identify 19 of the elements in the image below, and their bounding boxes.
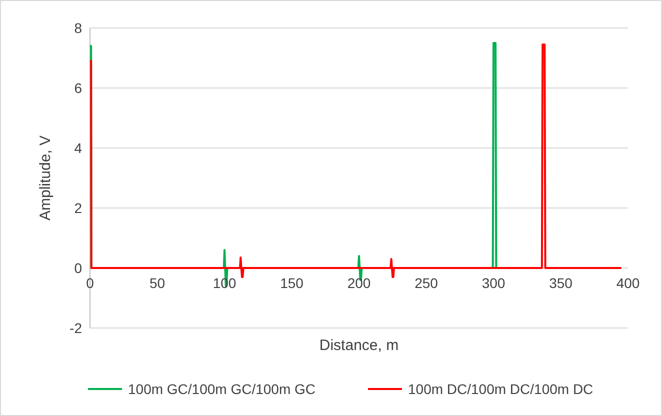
y-tick-label: -2: [70, 320, 82, 336]
y-tick-label: 0: [74, 260, 82, 276]
x-axis-title: Distance, m: [319, 337, 399, 354]
y-axis-title: Amplitude, V: [37, 135, 54, 221]
x-tick-label: 150: [280, 275, 304, 291]
line-series: [89, 44, 622, 278]
x-tick-label: 300: [482, 275, 506, 291]
y-tick-label: 4: [74, 140, 82, 156]
y-tick-label: 6: [74, 80, 82, 96]
x-tick-label: 350: [549, 275, 573, 291]
y-tick-label: 2: [74, 200, 82, 216]
x-tick-label: 400: [616, 275, 640, 291]
x-tick-label: 250: [414, 275, 438, 291]
legend-label: 100m DC/100m DC/100m DC: [408, 380, 594, 397]
x-tick-label: 50: [149, 275, 166, 291]
legend-label: 100m GC/100m GC/100m GC: [128, 380, 316, 397]
y-tick-label: 8: [74, 20, 82, 36]
x-tick-label: 200: [347, 275, 371, 291]
x-tick-label: 0: [86, 275, 94, 291]
